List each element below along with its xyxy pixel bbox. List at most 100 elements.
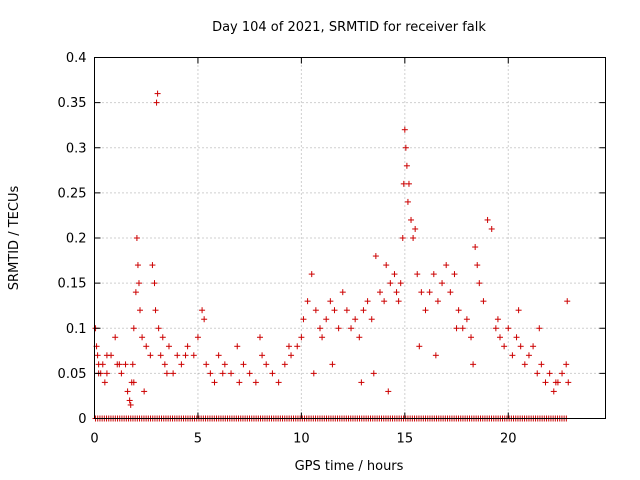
data-point xyxy=(563,361,570,368)
data-point xyxy=(356,334,363,341)
data-point xyxy=(468,334,475,341)
data-point xyxy=(368,316,375,323)
data-point xyxy=(381,298,388,305)
data-point xyxy=(103,370,110,377)
data-point xyxy=(153,99,160,106)
data-point xyxy=(126,397,133,404)
data-point xyxy=(130,325,137,332)
data-point xyxy=(236,379,243,386)
data-point xyxy=(402,144,409,151)
data-point xyxy=(331,307,338,314)
data-point xyxy=(517,343,524,350)
data-point xyxy=(327,298,334,305)
data-point xyxy=(154,90,161,97)
x-tick-label: 15 xyxy=(397,432,414,447)
data-point xyxy=(323,316,330,323)
data-point xyxy=(139,334,146,341)
data-point xyxy=(130,379,137,386)
data-point xyxy=(259,352,266,359)
data-point xyxy=(215,352,222,359)
data-point xyxy=(408,216,415,223)
data-point xyxy=(199,307,206,314)
data-point xyxy=(455,307,462,314)
data-point xyxy=(288,352,295,359)
data-point xyxy=(400,180,407,187)
data-point xyxy=(352,316,359,323)
data-point xyxy=(530,343,537,350)
data-point xyxy=(141,388,148,395)
data-point xyxy=(432,352,439,359)
data-point xyxy=(308,271,315,278)
data-point xyxy=(103,352,110,359)
data-point xyxy=(494,316,501,323)
data-point xyxy=(395,298,402,305)
data-point xyxy=(246,370,253,377)
x-tick-label: 5 xyxy=(194,432,202,447)
data-point xyxy=(564,298,571,305)
data-point xyxy=(335,325,342,332)
data-point xyxy=(275,379,282,386)
data-point xyxy=(505,325,512,332)
data-point xyxy=(252,379,259,386)
data-point xyxy=(182,352,189,359)
data-point xyxy=(509,352,516,359)
data-point xyxy=(418,289,425,296)
data-point xyxy=(383,262,390,269)
data-point xyxy=(492,325,499,332)
data-point xyxy=(426,289,433,296)
data-point xyxy=(298,334,305,341)
data-point xyxy=(470,361,477,368)
data-point xyxy=(496,334,503,341)
data-points xyxy=(92,90,572,422)
data-point xyxy=(360,307,367,314)
data-point xyxy=(404,198,411,205)
y-tick-label: 0.4 xyxy=(66,51,87,66)
data-point xyxy=(339,289,346,296)
data-point xyxy=(312,307,319,314)
data-point xyxy=(451,271,458,278)
data-point xyxy=(329,361,336,368)
data-point xyxy=(143,343,150,350)
data-point xyxy=(393,289,400,296)
data-point xyxy=(132,289,139,296)
data-point xyxy=(546,370,553,377)
data-point xyxy=(525,352,532,359)
data-point xyxy=(476,280,483,287)
data-point xyxy=(124,388,131,395)
data-point xyxy=(317,325,324,332)
data-point xyxy=(439,280,446,287)
data-point xyxy=(152,307,159,314)
x-tick-label: 10 xyxy=(293,432,310,447)
data-point xyxy=(372,253,379,260)
data-point xyxy=(294,343,301,350)
data-point xyxy=(430,271,437,278)
data-point xyxy=(285,343,292,350)
data-point xyxy=(536,325,543,332)
data-point xyxy=(319,334,326,341)
x-axis-label: GPS time / hours xyxy=(295,459,404,474)
data-point xyxy=(484,216,491,223)
data-point xyxy=(550,388,557,395)
data-point xyxy=(387,280,394,287)
data-point xyxy=(391,271,398,278)
data-point xyxy=(228,370,235,377)
data-point xyxy=(203,361,210,368)
data-point xyxy=(116,361,123,368)
data-point xyxy=(234,343,241,350)
data-point xyxy=(170,370,177,377)
data-point xyxy=(147,352,154,359)
data-point xyxy=(122,361,129,368)
data-point xyxy=(515,307,522,314)
data-point xyxy=(194,334,201,341)
data-point xyxy=(542,379,549,386)
data-point xyxy=(149,262,156,269)
data-point xyxy=(190,352,197,359)
data-point xyxy=(269,370,276,377)
data-point xyxy=(376,289,383,296)
data-point xyxy=(221,361,228,368)
x-tick-label: 0 xyxy=(90,432,98,447)
data-point xyxy=(538,361,545,368)
data-point xyxy=(453,325,460,332)
data-point xyxy=(513,334,520,341)
